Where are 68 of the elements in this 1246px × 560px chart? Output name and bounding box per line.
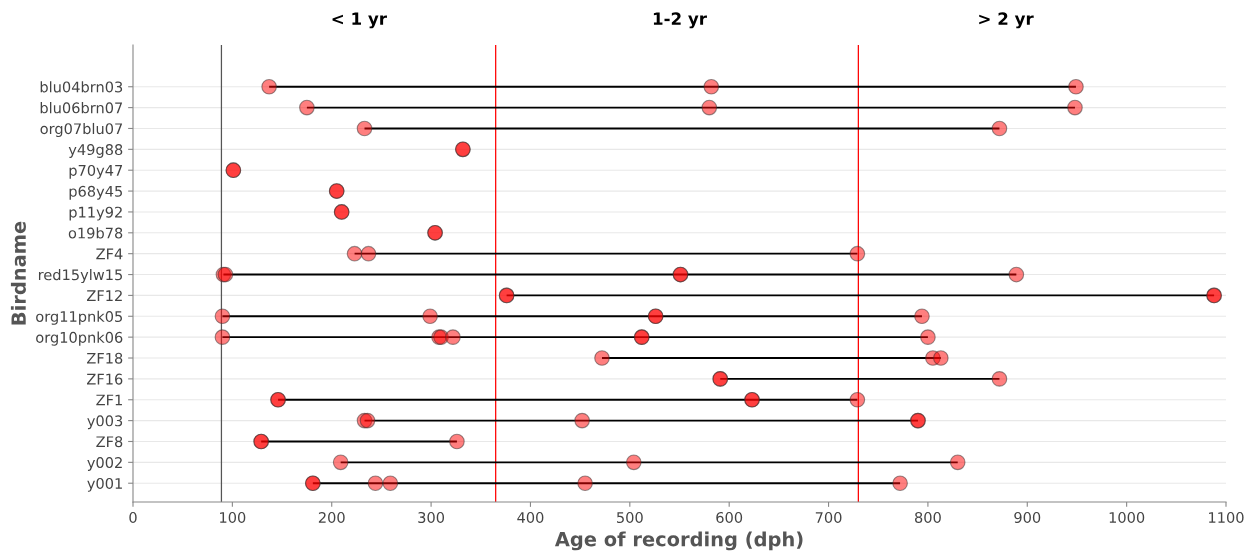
point: [849, 391, 866, 408]
point: [261, 78, 277, 95]
x-tick-label: 500: [617, 511, 643, 524]
y-tick-label: ZF12: [87, 290, 122, 301]
point: [367, 475, 384, 492]
y-tick-label: p11y92: [69, 206, 122, 221]
point: [991, 371, 1008, 387]
x-tick-label: 300: [418, 511, 445, 524]
x-tick-label: 100: [220, 511, 246, 524]
text: < 1 yr: [332, 12, 387, 29]
text: > 2 yr: [979, 12, 1034, 29]
point: [892, 475, 908, 492]
point: [214, 308, 231, 325]
x-tick-label: 700: [815, 511, 842, 524]
point: [214, 329, 231, 345]
y-tick-label: org10pnk06: [36, 331, 123, 346]
y-tick-label: y001: [87, 477, 122, 492]
y-tick-label: y49g88: [68, 144, 123, 158]
x-tick-label: 1100: [1209, 511, 1244, 524]
point: [332, 454, 349, 471]
y-tick-label: blu04brn03: [40, 81, 123, 93]
y-tick-label: ZF18: [87, 352, 123, 364]
point: [449, 433, 465, 450]
point: [991, 120, 1008, 137]
point: [356, 120, 373, 137]
text: 1-2 yr: [653, 12, 707, 29]
y-tick-label: y003: [87, 415, 123, 430]
point: [701, 99, 718, 116]
point: [703, 78, 720, 95]
x-tick-label: 900: [1014, 511, 1041, 524]
point: [346, 245, 363, 262]
y-tick-label: blu06brn07: [40, 102, 123, 114]
y-tick-label: o19b78: [68, 227, 123, 239]
y-tick-label: ZF8: [96, 436, 123, 448]
point: [1068, 78, 1084, 95]
x-tick-label: 1000: [1109, 511, 1145, 524]
point: [914, 308, 930, 325]
y-tick-label: red15ylw15: [38, 269, 122, 284]
x-tick-label: 600: [716, 511, 743, 524]
point: [445, 329, 461, 345]
point: [577, 475, 593, 492]
point: [949, 454, 966, 471]
point: [574, 412, 590, 429]
point: [382, 475, 399, 492]
x-axis-title: Age of recording (dph): [554, 531, 803, 551]
y-tick-label: ZF16: [87, 373, 123, 385]
y-tick-label: p70y47: [69, 164, 123, 179]
x-tick-label: 400: [517, 511, 544, 524]
x-tick-label: 0: [129, 511, 137, 524]
point: [422, 308, 438, 325]
y-tick-label: y002: [87, 457, 122, 471]
point: [299, 99, 315, 116]
y-tick-label: ZF1: [96, 394, 122, 406]
point: [1067, 99, 1083, 116]
x-tick-label: 200: [318, 511, 345, 524]
point: [920, 329, 936, 345]
y-axis-title: Birdname: [10, 221, 26, 325]
point: [849, 245, 866, 262]
y-tick-label: p68y45: [69, 185, 122, 200]
point: [594, 350, 610, 366]
y-tick-label: org11pnk05: [36, 310, 122, 325]
y-tick-label: ZF4: [96, 248, 123, 260]
point: [1008, 266, 1025, 283]
y-tick-label: org07blu07: [40, 122, 123, 138]
point: [932, 350, 949, 366]
point: [625, 454, 642, 471]
x-tick-label: 800: [914, 511, 941, 524]
point: [360, 245, 377, 262]
